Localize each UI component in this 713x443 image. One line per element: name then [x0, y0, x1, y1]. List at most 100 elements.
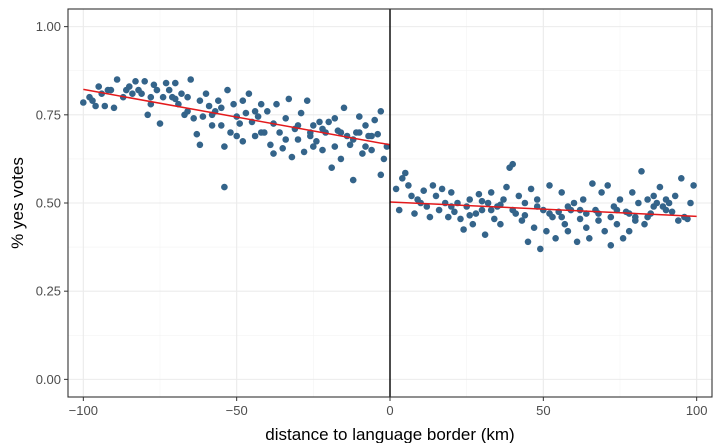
data-point [478, 206, 486, 214]
data-point [601, 227, 608, 235]
data-point [402, 169, 409, 177]
data-point [349, 176, 357, 184]
data-point [325, 118, 333, 126]
data-point [564, 203, 572, 210]
data-point [245, 90, 253, 97]
data-point [583, 224, 590, 231]
data-point [518, 217, 526, 224]
x-tick-label: 50 [536, 403, 550, 418]
data-point [193, 130, 201, 138]
y-tick-label: 1.00 [36, 19, 61, 34]
data-point [687, 199, 694, 207]
data-point [205, 102, 213, 110]
data-point [662, 206, 670, 214]
data-point [303, 97, 311, 104]
data-point [463, 203, 471, 210]
data-point [310, 122, 317, 129]
x-tick-label: −50 [226, 403, 248, 418]
data-point [598, 189, 605, 196]
data-point [236, 120, 243, 127]
fit-line [389, 201, 697, 218]
data-point [202, 90, 210, 97]
data-point [310, 143, 317, 150]
data-point [595, 217, 602, 224]
data-point [408, 192, 415, 200]
data-point [564, 227, 572, 235]
data-point [123, 86, 130, 94]
data-point [141, 78, 148, 85]
data-point [218, 122, 225, 129]
data-point [613, 206, 621, 214]
data-point [297, 109, 305, 117]
data-point [233, 132, 240, 140]
x-tick-label: 100 [686, 403, 708, 418]
data-point [362, 122, 369, 129]
y-axis-title: % yes votes [8, 157, 27, 249]
data-point [558, 189, 565, 196]
data-point [432, 192, 440, 200]
data-point [607, 213, 615, 221]
data-point [328, 164, 336, 171]
data-point [466, 212, 474, 219]
data-point [218, 104, 225, 112]
data-point [638, 168, 645, 175]
data-point [156, 120, 164, 127]
data-point [110, 104, 118, 112]
data-point [340, 104, 348, 112]
data-point [619, 235, 627, 242]
data-point [576, 206, 584, 214]
data-point [481, 231, 489, 238]
data-point [239, 138, 247, 145]
data-point [472, 210, 480, 217]
data-point [107, 86, 115, 94]
data-point [632, 213, 639, 221]
data-point [469, 220, 477, 228]
data-point [420, 187, 428, 194]
data-point [579, 196, 587, 203]
data-point [423, 203, 431, 210]
data-point [172, 79, 179, 87]
data-point [509, 160, 516, 168]
data-point [546, 182, 553, 189]
y-tick-label: 0.50 [36, 196, 61, 211]
data-point [656, 183, 664, 191]
data-point [457, 215, 464, 223]
data-point [294, 122, 302, 129]
data-point [359, 150, 366, 157]
data-point [644, 213, 651, 221]
data-point [484, 199, 492, 207]
data-point [524, 238, 532, 246]
data-point [251, 132, 259, 140]
data-point [215, 97, 222, 104]
data-point [515, 192, 523, 200]
data-point [257, 100, 265, 108]
data-point [374, 130, 382, 138]
data-point [270, 150, 277, 157]
data-point [254, 113, 262, 120]
data-point [221, 143, 228, 150]
data-point [530, 224, 538, 231]
data-point [129, 90, 136, 97]
data-point [331, 115, 339, 122]
data-point [438, 185, 446, 193]
data-point [665, 199, 673, 207]
data-point [273, 100, 280, 108]
data-point [478, 197, 486, 205]
data-point [671, 192, 679, 200]
data-point [429, 182, 437, 189]
data-point [184, 108, 191, 115]
data-point [668, 208, 676, 216]
data-point [395, 206, 403, 214]
data-point [546, 210, 553, 217]
data-point [552, 235, 559, 242]
data-point [89, 97, 96, 104]
data-point [561, 220, 569, 228]
data-point [675, 217, 682, 224]
data-point [533, 196, 541, 203]
data-point [368, 132, 375, 140]
data-point [288, 153, 296, 161]
data-point [279, 145, 287, 152]
data-point [586, 235, 593, 242]
data-point [257, 129, 265, 136]
data-point [641, 220, 648, 228]
